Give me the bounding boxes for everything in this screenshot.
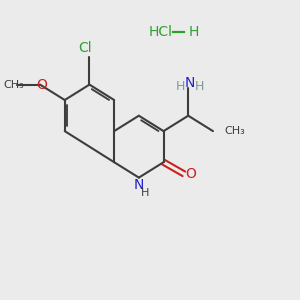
Text: H: H xyxy=(176,80,185,93)
Text: O: O xyxy=(185,167,196,181)
Text: Cl: Cl xyxy=(78,41,92,55)
Text: H: H xyxy=(189,25,199,39)
Text: CH₃: CH₃ xyxy=(4,80,24,90)
Text: H: H xyxy=(141,188,149,198)
Text: N: N xyxy=(184,76,195,90)
Text: CH₃: CH₃ xyxy=(224,126,245,136)
Text: O: O xyxy=(36,78,47,92)
Text: H: H xyxy=(195,80,204,93)
Text: HCl: HCl xyxy=(148,25,172,39)
Text: N: N xyxy=(134,178,144,192)
